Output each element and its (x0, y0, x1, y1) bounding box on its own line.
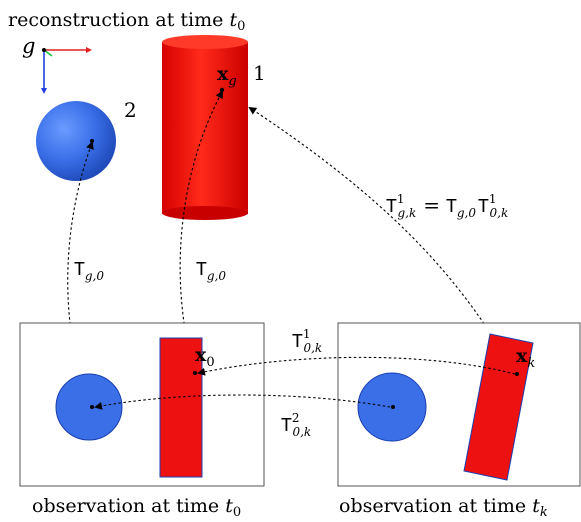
cylinder-id-label: 1 (253, 61, 266, 85)
frame-label: g (22, 34, 35, 58)
caption-observation-tk: observation at time tk (339, 495, 548, 520)
point-x0-label: x0 (195, 344, 215, 370)
arrow-t0k1 (197, 356, 516, 376)
observation-panel-t0 (19, 322, 265, 487)
sphere-projection-t0 (55, 373, 123, 441)
sphere-id-label: 2 (124, 98, 137, 122)
sphere-object (36, 101, 116, 181)
arrow-tg0-cylinder (179, 90, 223, 374)
cylinder-object (162, 35, 248, 220)
label-t0k1: T1 0,k (292, 327, 322, 355)
label-tg0-mid: Tg,0 (196, 259, 226, 283)
label-tg0-left: Tg,0 (74, 259, 104, 283)
label-tgk-equation: T1 g,k = Tg,0 T1 0,k (386, 192, 508, 220)
global-frame-axes: g (22, 34, 92, 94)
title: reconstruction at time t0 (8, 9, 245, 34)
cylinder-projection-t0 (159, 337, 203, 478)
arrow-t0k2 (94, 394, 391, 410)
point-xg-label: xg (217, 63, 237, 89)
label-t0k2: T2 0,k (281, 411, 311, 439)
caption-observation-t0: observation at time t0 (32, 495, 241, 520)
point-xk-label: xk (516, 345, 535, 371)
cylinder-projection-tk (463, 333, 534, 481)
